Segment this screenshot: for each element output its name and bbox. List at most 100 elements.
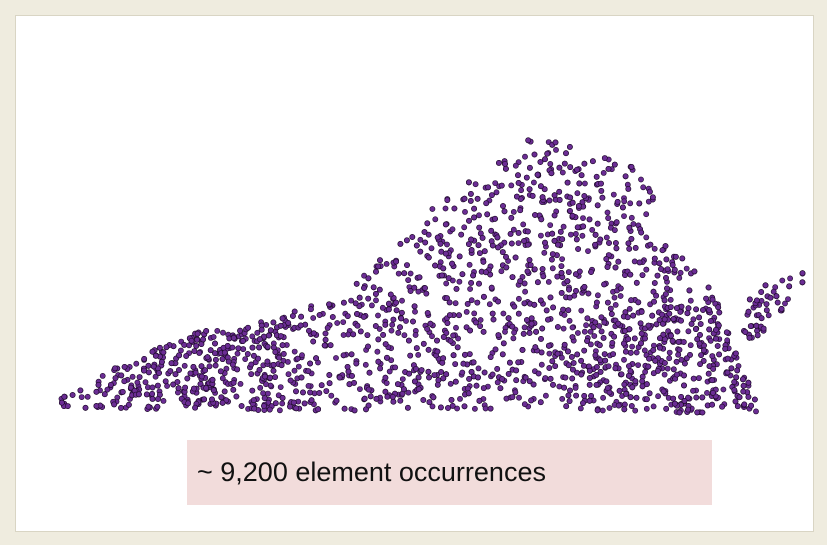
occurrence-dot: [559, 256, 565, 262]
occurrence-dot: [584, 315, 591, 322]
occurrence-dot: [623, 390, 629, 397]
occurrence-dot: [362, 361, 369, 368]
occurrence-dot: [745, 393, 752, 400]
occurrence-dot: [724, 369, 731, 376]
occurrence-dot: [641, 347, 648, 354]
occurrence-dot: [690, 387, 696, 394]
occurrence-dot: [531, 301, 538, 308]
occurrence-dot: [570, 360, 577, 366]
occurrence-dot: [212, 356, 219, 363]
occurrence-dot: [230, 386, 237, 393]
occurrence-dot: [580, 362, 587, 369]
occurrence-dot: [653, 292, 659, 299]
occurrence-dot: [526, 378, 533, 385]
occurrence-dot: [500, 310, 507, 317]
occurrence-dot: [740, 382, 747, 389]
occurrence-dot: [687, 342, 694, 349]
occurrence-dot: [627, 394, 634, 401]
occurrence-dot: [442, 250, 449, 257]
occurrence-dot: [541, 186, 548, 193]
occurrence-dot: [399, 376, 406, 382]
occurrence-dot: [610, 351, 616, 357]
occurrence-dot: [468, 297, 475, 304]
occurrence-dot: [230, 335, 237, 341]
occurrence-dot: [468, 279, 474, 286]
occurrence-dot: [93, 403, 100, 409]
occurrence-dot: [662, 360, 668, 366]
occurrence-dot: [248, 361, 255, 368]
occurrence-dot: [489, 310, 496, 317]
occurrence-dot: [669, 262, 676, 268]
occurrence-dot: [503, 253, 509, 260]
occurrence-dot: [464, 385, 471, 392]
occurrence-dot: [662, 243, 669, 249]
occurrence-dot: [489, 371, 496, 378]
occurrence-dot: [471, 214, 477, 221]
occurrence-dot: [601, 155, 608, 161]
occurrence-dot: [621, 198, 628, 205]
occurrence-dot: [447, 338, 454, 344]
occurrence-dot: [636, 259, 643, 266]
occurrence-dot: [366, 369, 373, 376]
occurrence-dot: [334, 320, 341, 326]
occurrence-dot: [600, 169, 607, 176]
occurrence-dot: [462, 351, 468, 358]
occurrence-dot: [385, 306, 392, 313]
occurrence-dot: [379, 304, 386, 311]
occurrence-dot: [466, 217, 472, 224]
occurrence-dot: [524, 317, 530, 323]
occurrence-dot: [354, 322, 361, 329]
occurrence-dot: [466, 261, 473, 268]
occurrence-dot: [480, 258, 487, 265]
occurrence-dot: [221, 349, 228, 356]
occurrence-dot: [254, 329, 261, 336]
occurrence-dot: [628, 297, 634, 304]
occurrence-dot: [367, 393, 374, 400]
occurrence-dot: [566, 294, 573, 301]
occurrence-dot: [133, 360, 140, 367]
occurrence-dot: [537, 159, 544, 165]
occurrence-dot: [498, 182, 505, 189]
occurrence-dot: [561, 160, 568, 167]
occurrence-dot: [382, 374, 389, 381]
occurrence-dot: [176, 367, 182, 373]
occurrence-dot: [112, 365, 118, 372]
occurrence-dot: [374, 348, 381, 355]
occurrence-dot: [445, 275, 452, 281]
occurrence-dot: [526, 257, 533, 263]
occurrence-dot: [118, 404, 124, 411]
occurrence-dot: [467, 190, 474, 197]
occurrence-dot: [699, 394, 706, 401]
occurrence-dot: [480, 328, 487, 335]
occurrence-dot: [565, 307, 572, 314]
occurrence-dot: [569, 324, 576, 331]
occurrence-dot: [606, 405, 613, 411]
occurrence-dot: [663, 274, 669, 281]
occurrence-dot: [612, 264, 619, 271]
occurrence-dot: [586, 216, 593, 223]
occurrence-dot: [567, 207, 573, 214]
occurrence-dot: [405, 337, 412, 344]
occurrence-dot: [264, 343, 271, 350]
occurrence-dot: [697, 321, 704, 327]
occurrence-dot: [427, 320, 434, 327]
occurrence-dot: [580, 400, 586, 406]
occurrence-dot: [563, 150, 569, 157]
occurrence-dot: [354, 310, 360, 317]
occurrence-dot: [707, 337, 714, 344]
occurrence-dot: [429, 403, 436, 410]
occurrence-dot: [628, 235, 635, 242]
occurrence-dot: [206, 363, 213, 370]
occurrence-dot: [428, 245, 435, 252]
occurrence-dot: [365, 295, 372, 302]
occurrence-dot: [542, 239, 548, 246]
occurrence-dot: [660, 388, 667, 395]
occurrence-dot: [636, 200, 643, 207]
occurrence-dot: [515, 229, 522, 236]
occurrence-dot: [442, 221, 449, 228]
occurrence-dot: [461, 403, 468, 410]
occurrence-dot: [492, 180, 499, 186]
occurrence-dot: [430, 394, 437, 401]
occurrence-dot: [493, 189, 500, 196]
occurrence-dot: [650, 403, 657, 410]
